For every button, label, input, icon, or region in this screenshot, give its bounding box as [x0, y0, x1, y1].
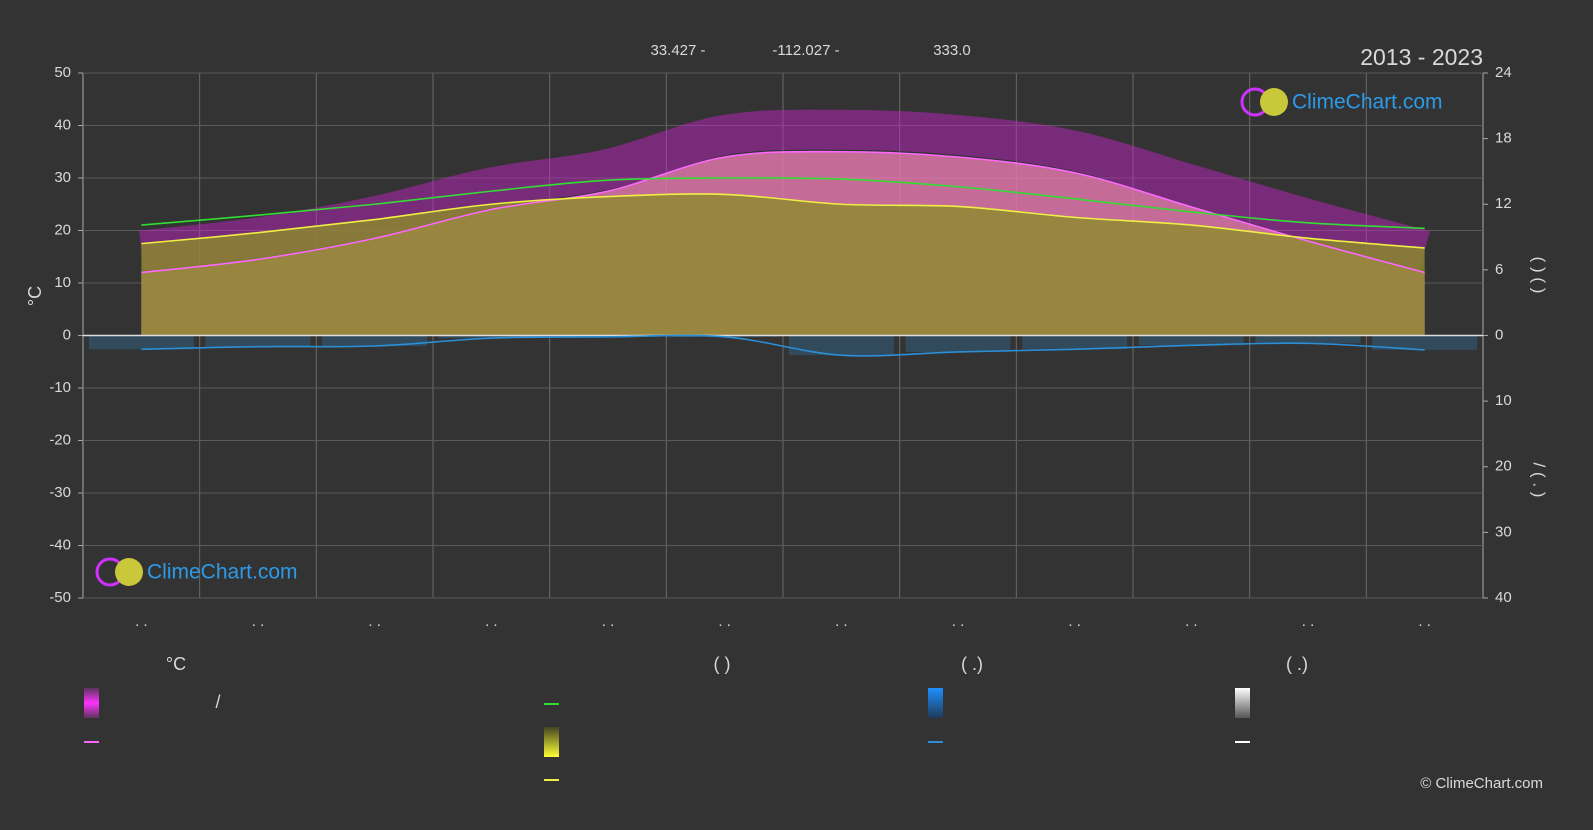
y-tick-label: -30 [49, 484, 71, 501]
x-tick-label: . . [1068, 613, 1081, 630]
y2-tick-label: 18 [1495, 130, 1512, 147]
precip-bar [1022, 335, 1128, 350]
legend: °C ( ) ( .) ( .) / [84, 654, 1308, 781]
legend-swatch [544, 727, 559, 757]
y2-axis-label: ( ) ( ) [1530, 257, 1549, 294]
y2-tick-label: 12 [1495, 195, 1512, 212]
precip-bar [788, 335, 894, 356]
y3-tick-label: 40 [1495, 589, 1512, 606]
area [141, 193, 1425, 336]
x-tick-label: . . [485, 613, 498, 630]
legend-header: ( ) [714, 654, 731, 674]
y2-tick-label: 24 [1495, 64, 1512, 81]
y3-axis-label: / ( . ) [1530, 463, 1549, 498]
legend-header: ( .) [1286, 654, 1308, 674]
legend-header: ( .) [961, 654, 983, 674]
legend-swatch [928, 688, 943, 718]
temp-glow [139, 109, 1430, 271]
latitude: 33.427 - [650, 42, 705, 59]
x-tick-label: . . [952, 613, 965, 630]
x-tick-label: . . [1302, 613, 1315, 630]
precip-bar [88, 335, 194, 350]
period: 2013 - 2023 [1360, 44, 1483, 70]
precip-bar [322, 335, 428, 346]
x-tick-label: . . [602, 613, 615, 630]
logo-sun [115, 558, 143, 586]
x-tick-label: . . [252, 613, 265, 630]
y2-tick-label: 6 [1495, 261, 1503, 278]
y-tick-label: 20 [54, 221, 71, 238]
y-tick-label: -50 [49, 589, 71, 606]
x-tick-label: . . [718, 613, 731, 630]
precip-bar [205, 335, 311, 347]
y-tick-label: 0 [63, 326, 71, 343]
y-tick-label: 30 [54, 169, 71, 186]
y3-tick-label: 20 [1495, 458, 1512, 475]
logo-top: ClimeChart.com [1240, 87, 1443, 117]
x-tick-label: . . [368, 613, 381, 630]
y2-tick-label: 0 [1495, 326, 1503, 343]
precip-bar [1372, 335, 1478, 350]
y-tick-label: -20 [49, 431, 71, 448]
series-line [141, 150, 1425, 274]
precip-bar [438, 335, 544, 339]
longitude: -112.027 - [772, 42, 839, 59]
legend-text: / [215, 692, 220, 712]
y3-tick-label: 10 [1495, 392, 1512, 409]
legend-swatch [1235, 688, 1250, 718]
logo-text: ClimeChart.com [147, 561, 298, 584]
elevation: 333.0 [933, 42, 971, 59]
x-tick-label: . . [835, 613, 848, 630]
series-line [141, 177, 1425, 230]
logo-sun [1260, 88, 1288, 116]
y-tick-label: 10 [54, 274, 71, 291]
legend-swatch [84, 688, 99, 718]
y-axis-label: °C [25, 286, 45, 306]
logo-bottom: ClimeChart.com [95, 557, 298, 587]
copyright: © ClimeChart.com [1420, 775, 1543, 792]
precip-bar [1255, 335, 1361, 344]
x-tick-label: . . [135, 613, 148, 630]
precip-bar [1138, 335, 1244, 346]
y-tick-label: 50 [54, 64, 71, 81]
series-line [141, 193, 1425, 249]
y3-tick-label: 30 [1495, 523, 1512, 540]
legend-header: °C [166, 654, 186, 674]
x-tick-label: . . [1185, 613, 1198, 630]
y-tick-label: -10 [49, 379, 71, 396]
series-line [141, 334, 1425, 357]
plot [83, 72, 1483, 599]
x-tick-label: . . [1418, 613, 1431, 630]
logo-text: ClimeChart.com [1292, 91, 1443, 114]
y-tick-label: -40 [49, 536, 71, 553]
y-tick-label: 40 [54, 116, 71, 133]
precip-bar [905, 335, 1011, 352]
